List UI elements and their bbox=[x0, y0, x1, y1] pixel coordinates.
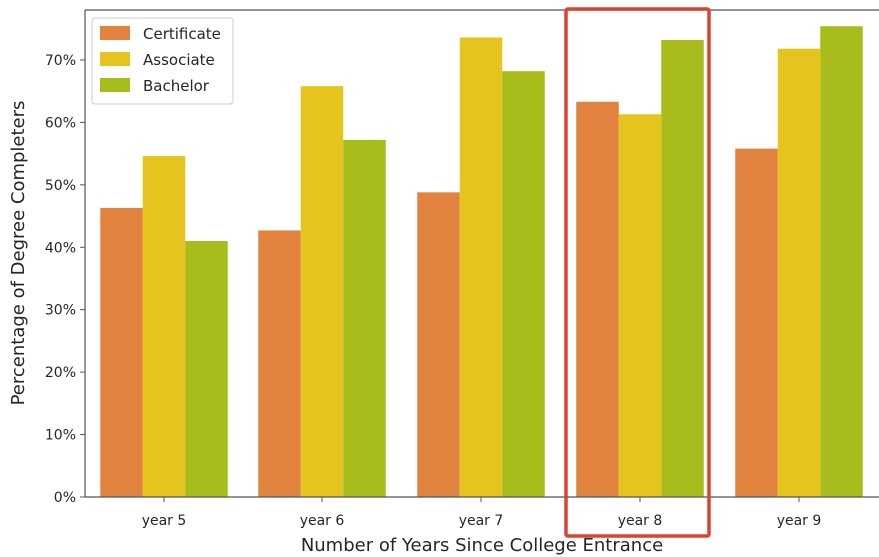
x-tick-label: year 7 bbox=[459, 513, 504, 529]
bar-associate-year-7 bbox=[459, 37, 503, 497]
legend-swatch-associate bbox=[100, 52, 130, 66]
y-tick-label: 70% bbox=[45, 53, 76, 69]
bar-certificate-year-5 bbox=[100, 207, 143, 497]
bar-certificate-year-8 bbox=[576, 101, 619, 498]
bar-bachelor-year-8 bbox=[661, 39, 704, 497]
axes-layer bbox=[84, 9, 879, 498]
bar-certificate-year-9 bbox=[735, 148, 778, 497]
y-tick-label: 40% bbox=[45, 240, 76, 256]
bar-associate-year-8 bbox=[618, 114, 662, 498]
x-tick-label: year 8 bbox=[618, 513, 663, 529]
bar-bachelor-year-9 bbox=[820, 26, 863, 497]
legend-swatch-certificate bbox=[100, 26, 130, 40]
bar-associate-year-6 bbox=[300, 86, 344, 498]
legend-label-certificate: Certificate bbox=[143, 25, 221, 43]
legend: Certificate Associate Bachelor bbox=[91, 17, 234, 105]
x-ticks: year 5 year 6 year 7 year 8 year 9 bbox=[142, 497, 822, 529]
bar-certificate-year-7 bbox=[417, 192, 460, 498]
legend-swatch-bachelor bbox=[100, 78, 130, 92]
y-tick-label: 60% bbox=[45, 115, 76, 131]
bar-certificate-year-6 bbox=[258, 230, 301, 497]
x-tick-label: year 5 bbox=[142, 513, 187, 529]
bars-layer bbox=[100, 26, 863, 498]
x-tick-label: year 9 bbox=[777, 513, 822, 529]
bar-bachelor-year-6 bbox=[343, 139, 386, 497]
bar-associate-year-5 bbox=[142, 156, 186, 497]
highlight-box-year-8 bbox=[564, 7, 711, 538]
bar-bachelor-year-5 bbox=[185, 241, 228, 497]
y-tick-label: 30% bbox=[45, 303, 76, 319]
bar-bachelor-year-7 bbox=[502, 71, 545, 497]
x-axis-title: Number of Years Since College Entrance bbox=[301, 535, 663, 556]
y-tick-label: 10% bbox=[45, 428, 76, 444]
x-tick-label: year 6 bbox=[300, 513, 345, 529]
y-tick-label: 20% bbox=[45, 365, 76, 381]
legend-label-associate: Associate bbox=[143, 51, 215, 69]
y-tick-label: 0% bbox=[54, 490, 76, 506]
y-ticks: 0% 10% 20% 30% 40% 50% 60% 70% bbox=[45, 53, 85, 506]
bar-associate-year-9 bbox=[777, 48, 821, 497]
y-tick-label: 50% bbox=[45, 178, 76, 194]
legend-label-bachelor: Bachelor bbox=[143, 77, 210, 95]
y-axis-title: Percentage of Degree Completers bbox=[8, 101, 29, 406]
